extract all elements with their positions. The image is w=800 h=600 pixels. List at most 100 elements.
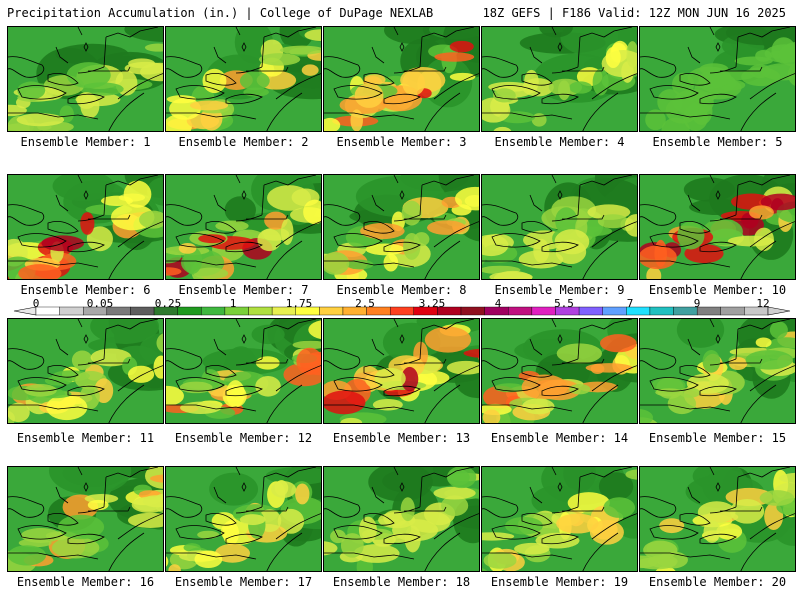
map-boundary-line (166, 204, 203, 226)
map-boundary-line (699, 93, 737, 105)
map-boundary-line (213, 175, 241, 212)
map-boundary-line (333, 233, 383, 248)
map-boundary-line (47, 513, 79, 526)
map-boundary-line (8, 56, 45, 78)
map-boundary-line (213, 467, 241, 504)
map-boundary-line (324, 348, 361, 370)
map-boundary-line (577, 27, 633, 68)
precipitation-field-map (8, 467, 163, 571)
map-boundary-line (393, 506, 421, 514)
map-boundary-line (47, 73, 79, 86)
ensemble-member-label: Ensemble Member: 19 (490, 575, 629, 589)
diamond-marker (83, 482, 89, 492)
map-boundary-line (324, 496, 361, 518)
precipitation-field-map (482, 27, 637, 131)
colorbar-bin (319, 306, 344, 316)
map-boundary-line (679, 513, 711, 526)
colorbar-tick-label: 7 (626, 297, 634, 310)
colorbar-bin (578, 306, 603, 316)
diamond-marker (715, 42, 721, 52)
precipitation-field-map (482, 319, 637, 423)
map-boundary-line (551, 506, 579, 514)
colorbar-bin (531, 306, 556, 316)
ensemble-member-label: Ensemble Member: 13 (332, 431, 471, 445)
map-boundary-line (8, 552, 99, 560)
map-boundary-line (324, 112, 415, 120)
map-boundary-line (740, 384, 777, 423)
map-boundary-line (640, 552, 731, 560)
ensemble-map-panel (323, 318, 480, 424)
map-boundary-line (649, 85, 699, 100)
ensemble-member-label: Ensemble Member: 4 (494, 135, 625, 149)
map-boundary-line (77, 66, 105, 74)
map-boundary-line (521, 365, 553, 378)
map-boundary-line (8, 348, 45, 370)
map-boundary-line (529, 319, 557, 356)
map-boundary-line (266, 532, 303, 571)
map-boundary-line (404, 506, 447, 512)
map-boundary-line (551, 358, 579, 366)
ensemble-map-panel (7, 26, 164, 132)
map-boundary-line (47, 221, 79, 234)
map-boundary-line (166, 496, 203, 518)
map-boundary-line (166, 260, 257, 268)
colorbar-bin (389, 306, 415, 316)
map-boundary-line (424, 384, 461, 423)
map-boundary-line (699, 241, 737, 253)
colorbar-tick-label: 0.05 (86, 297, 114, 310)
map-boundary-line (582, 92, 619, 131)
colorbar-tick-label: 2.5 (355, 297, 375, 310)
map-boundary-line (640, 496, 677, 518)
map-boundary-line (246, 66, 289, 72)
map-boundary-line (205, 221, 237, 234)
diamond-marker (715, 334, 721, 344)
precipitation-field-map (482, 175, 637, 279)
precipitation-field-map (640, 319, 795, 423)
map-boundary-line (324, 404, 415, 412)
colorbar-bin (201, 306, 226, 316)
map-boundary-line (225, 241, 263, 253)
map-boundary-line (529, 27, 557, 64)
map-boundary-line (363, 73, 395, 86)
map-boundary-line (393, 358, 421, 366)
map-boundary-line (679, 221, 711, 234)
ensemble-map-panel (323, 174, 480, 280)
diamond-marker (557, 482, 563, 492)
map-boundary-line (582, 532, 619, 571)
page-title: Precipitation Accumulation (in.) | Colle… (7, 6, 434, 20)
map-boundary-line (371, 467, 399, 504)
map-boundary-line (213, 27, 241, 64)
map-boundary-line (77, 214, 105, 222)
map-boundary-line (88, 66, 131, 72)
ensemble-map-panel (7, 174, 164, 280)
map-boundary-line (108, 384, 145, 423)
map-boundary-line (383, 533, 421, 545)
map-boundary-line (225, 533, 263, 545)
colorbar-bin (508, 306, 533, 316)
ensemble-map-panel (323, 466, 480, 572)
map-boundary-line (175, 525, 225, 540)
ensemble-member-label: Ensemble Member: 6 (20, 283, 151, 297)
precipitation-field-map (640, 467, 795, 571)
diamond-marker (557, 190, 563, 200)
map-boundary-line (261, 319, 317, 360)
map-boundary-line (166, 112, 257, 120)
map-boundary-line (103, 319, 159, 360)
map-boundary-line (591, 73, 637, 100)
precipitation-field-map (482, 467, 637, 571)
map-boundary-line (640, 404, 731, 412)
map-boundary-line (577, 319, 633, 360)
map-boundary-line (541, 93, 579, 105)
map-boundary-line (591, 221, 637, 248)
map-boundary-line (363, 513, 395, 526)
ensemble-member-label: Ensemble Member: 10 (648, 283, 787, 297)
map-boundary-line (166, 348, 203, 370)
precipitation-field-map (324, 175, 479, 279)
map-boundary-line (482, 496, 519, 518)
ensemble-map-panel (639, 174, 796, 280)
map-boundary-line (17, 377, 67, 392)
map-boundary-line (562, 358, 605, 364)
colorbar-bin (59, 306, 84, 316)
map-boundary-line (482, 348, 519, 370)
map-boundary-line (541, 385, 579, 397)
